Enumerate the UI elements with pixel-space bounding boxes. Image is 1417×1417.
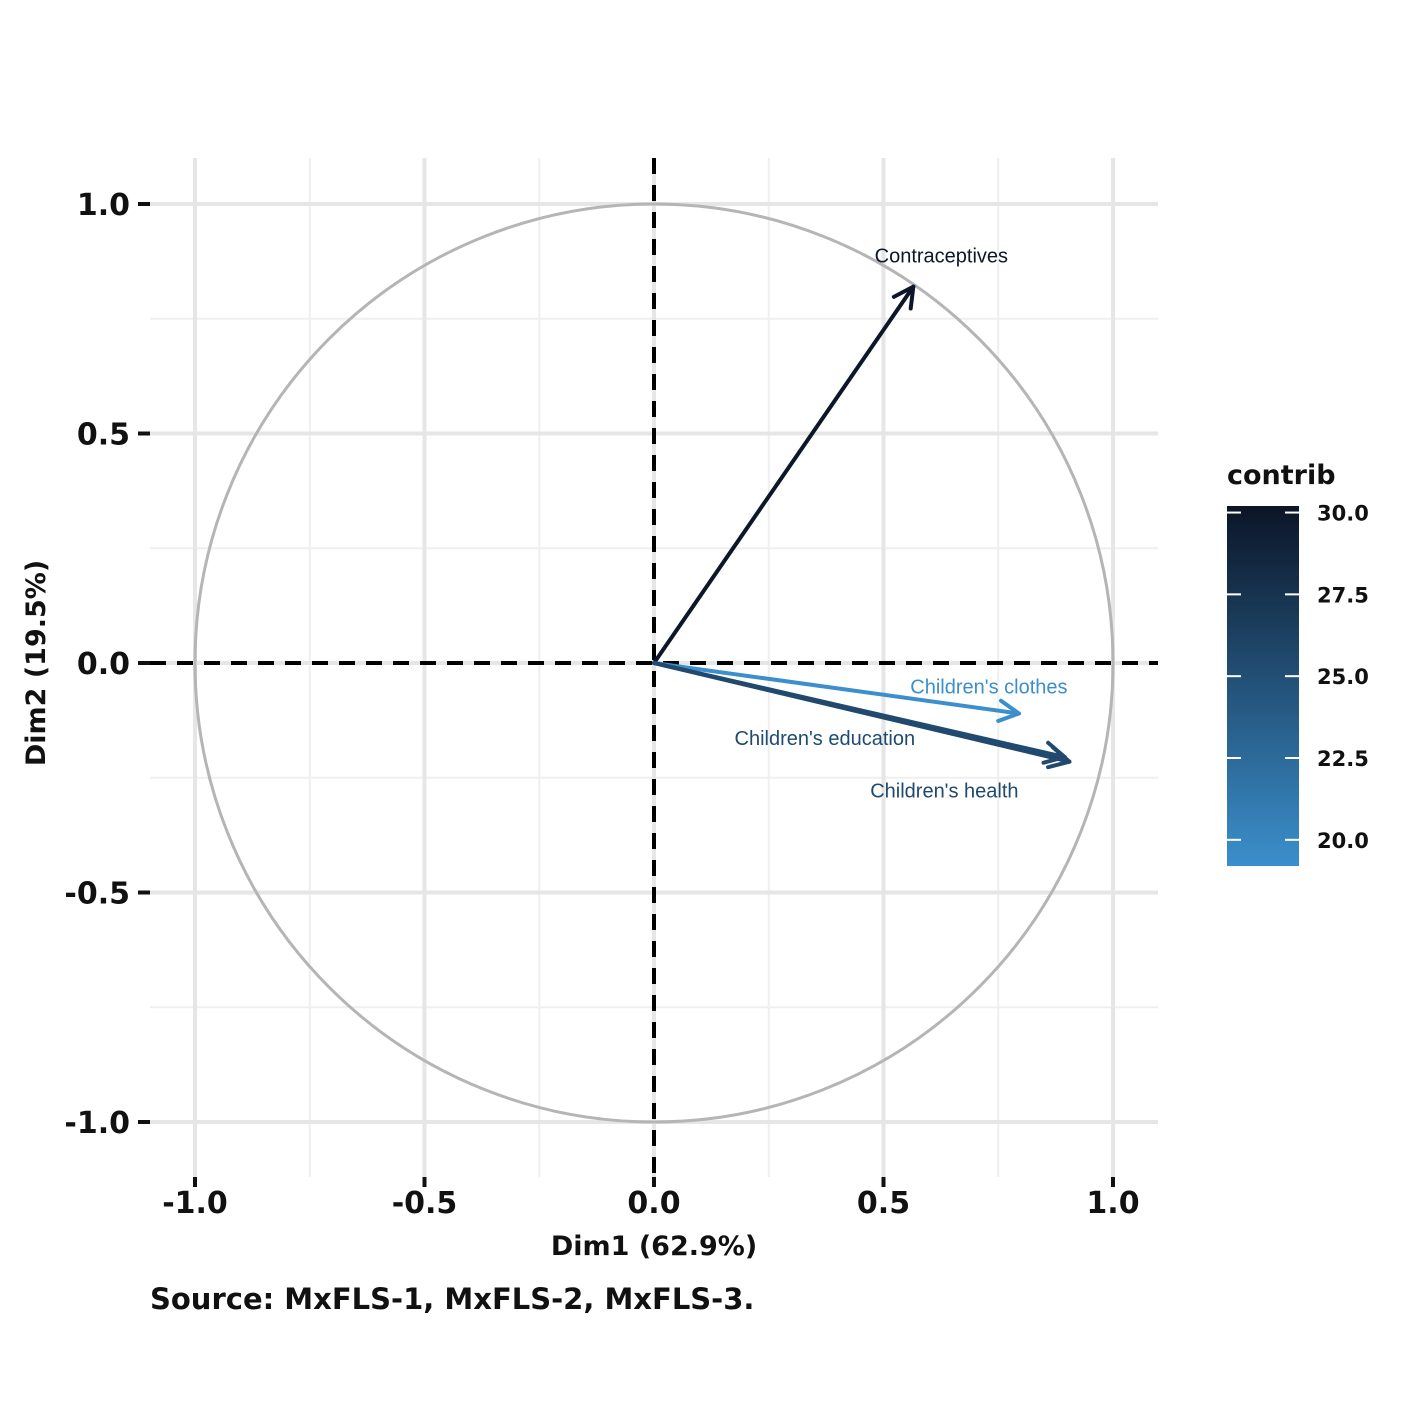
y-axis: -1.0 -0.5 0.0 0.5 1.0 <box>64 188 150 1141</box>
variable-arrow <box>652 284 916 665</box>
arrow-head <box>1046 745 1072 770</box>
legend-tick-label: 20.0 <box>1317 829 1369 853</box>
variable-arrow <box>652 661 1021 723</box>
variable-label: Contraceptives <box>875 246 1008 268</box>
y-tick-label: 1.0 <box>77 188 130 223</box>
x-axis-title: Dim1 (62.9%) <box>551 1231 757 1262</box>
source-caption: Source: MxFLS-1, MxFLS-2, MxFLS-3. <box>150 1282 754 1316</box>
x-tick-label: -1.0 <box>162 1186 228 1221</box>
arrow-shaft <box>652 661 1072 764</box>
arrow-shaft <box>652 661 1021 716</box>
legend-tick-label: 27.5 <box>1317 583 1369 607</box>
x-axis: -1.0 -0.5 0.0 0.5 1.0 <box>162 1177 1140 1221</box>
arrow-shaft <box>652 284 916 665</box>
legend: contrib 30.0 27.5 25.0 22.5 20.0 <box>1227 460 1369 866</box>
y-tick-label: -0.5 <box>64 877 130 912</box>
zero-lines <box>150 158 1158 1177</box>
legend-colorbar <box>1227 506 1299 866</box>
legend-tick-label: 30.0 <box>1317 502 1369 526</box>
variable-labels: Contraceptives Children's clothes Children… <box>735 246 1068 803</box>
y-tick-label: 0.0 <box>77 647 130 682</box>
arrow-head <box>996 698 1021 723</box>
variable-label: Children's health <box>870 781 1018 803</box>
variable-label: Children's education <box>735 728 916 750</box>
y-tick-label: 0.5 <box>77 418 130 453</box>
legend-title: contrib <box>1227 460 1336 491</box>
unit-circle <box>193 202 1115 1124</box>
variable-arrows <box>652 284 1072 770</box>
y-tick-label: -1.0 <box>64 1106 130 1141</box>
x-tick-label: 1.0 <box>1086 1186 1139 1221</box>
legend-tick-label: 25.0 <box>1317 665 1369 689</box>
x-tick-label: -0.5 <box>392 1186 458 1221</box>
x-tick-label: 0.0 <box>627 1186 680 1221</box>
y-axis-title: Dim2 (19.5%) <box>21 560 52 766</box>
variable-arrow <box>652 661 1072 770</box>
x-tick-label: 0.5 <box>857 1186 910 1221</box>
arrow-head <box>891 284 916 311</box>
legend-ticks: 30.0 27.5 25.0 22.5 20.0 <box>1227 502 1369 853</box>
variable-label: Children's clothes <box>910 676 1067 698</box>
legend-tick-label: 22.5 <box>1317 747 1369 771</box>
